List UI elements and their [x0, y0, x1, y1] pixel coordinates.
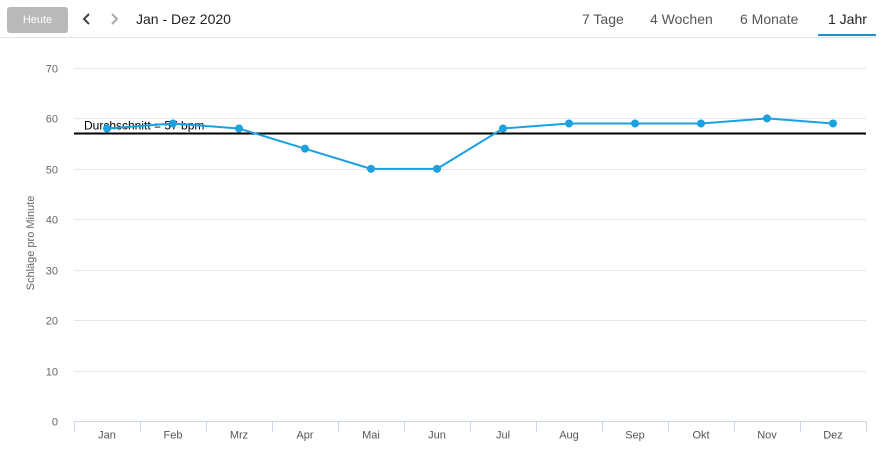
- y-axis-ticks: 0 10 20 30 40 50 60 70: [46, 64, 58, 429]
- x-tick-label: Jul: [496, 430, 510, 442]
- data-point-sep[interactable]: [631, 119, 639, 128]
- y-tick-label: 0: [52, 417, 58, 429]
- x-tick-label: Nov: [757, 430, 777, 442]
- today-button[interactable]: Heute: [7, 7, 68, 33]
- data-point-jan[interactable]: [103, 124, 111, 133]
- data-point-mrz[interactable]: [235, 124, 243, 133]
- x-tick-label: Feb: [164, 430, 183, 442]
- y-tick-label: 60: [46, 114, 58, 126]
- y-tick-label: 50: [46, 165, 58, 177]
- data-point-dez[interactable]: [829, 119, 837, 128]
- data-point-nov[interactable]: [763, 114, 771, 123]
- data-point-okt[interactable]: [697, 119, 705, 128]
- data-point-apr[interactable]: [301, 144, 309, 153]
- heart-rate-chart: 0 10 20 30 40 50 60 70 Jan Feb Mrz Apr Mai Jun Jul Aug…: [25, 64, 867, 442]
- series-line: [106, 117, 834, 170]
- tab-1-year[interactable]: 1 Jahr: [828, 11, 867, 27]
- tab-4-weeks[interactable]: 4 Wochen: [650, 11, 713, 27]
- toolbar: Heute Jan - Dez 2020 7 Tage 4 Wochen 6 M…: [0, 0, 888, 38]
- x-tick-label: Jun: [428, 430, 446, 442]
- grid-lines: [74, 68, 866, 372]
- y-tick-label: 70: [46, 64, 58, 76]
- x-tick-label: Sep: [625, 430, 645, 442]
- toolbar-divider: [0, 37, 876, 38]
- y-axis-label: Schläge pro Minute: [25, 196, 37, 291]
- tab-6-months[interactable]: 6 Monate: [740, 11, 799, 27]
- x-axis: Jan Feb Mrz Apr Mai Jun Jul Aug Sep Okt Nov Dez: [74, 421, 867, 442]
- period-label: Jan - Dez 2020: [136, 11, 231, 27]
- x-tick-label: Mai: [362, 430, 380, 442]
- data-point-feb[interactable]: [169, 119, 177, 128]
- previous-period-button[interactable]: [80, 11, 94, 27]
- x-tick-label: Mrz: [230, 430, 248, 442]
- x-tick-label: Aug: [559, 430, 579, 442]
- data-point-jul[interactable]: [499, 124, 507, 133]
- next-period-button[interactable]: [107, 11, 121, 27]
- data-point-aug[interactable]: [565, 119, 573, 128]
- y-tick-label: 10: [46, 367, 58, 379]
- chevron-right-icon: [111, 13, 119, 25]
- tab-7-days[interactable]: 7 Tage: [582, 11, 624, 27]
- series-heart-rate: [103, 114, 837, 173]
- x-tick-label: Dez: [823, 430, 843, 442]
- x-tick-label: Okt: [692, 430, 709, 442]
- x-tick-label: Apr: [296, 430, 313, 442]
- data-point-jun[interactable]: [433, 164, 441, 173]
- x-tick-label: Jan: [98, 430, 116, 442]
- y-tick-label: 20: [46, 316, 58, 328]
- y-tick-label: 40: [46, 215, 58, 227]
- y-tick-label: 30: [46, 266, 58, 278]
- active-tab-indicator: [818, 34, 876, 36]
- chevron-left-icon: [82, 13, 90, 25]
- data-point-mai[interactable]: [367, 164, 375, 173]
